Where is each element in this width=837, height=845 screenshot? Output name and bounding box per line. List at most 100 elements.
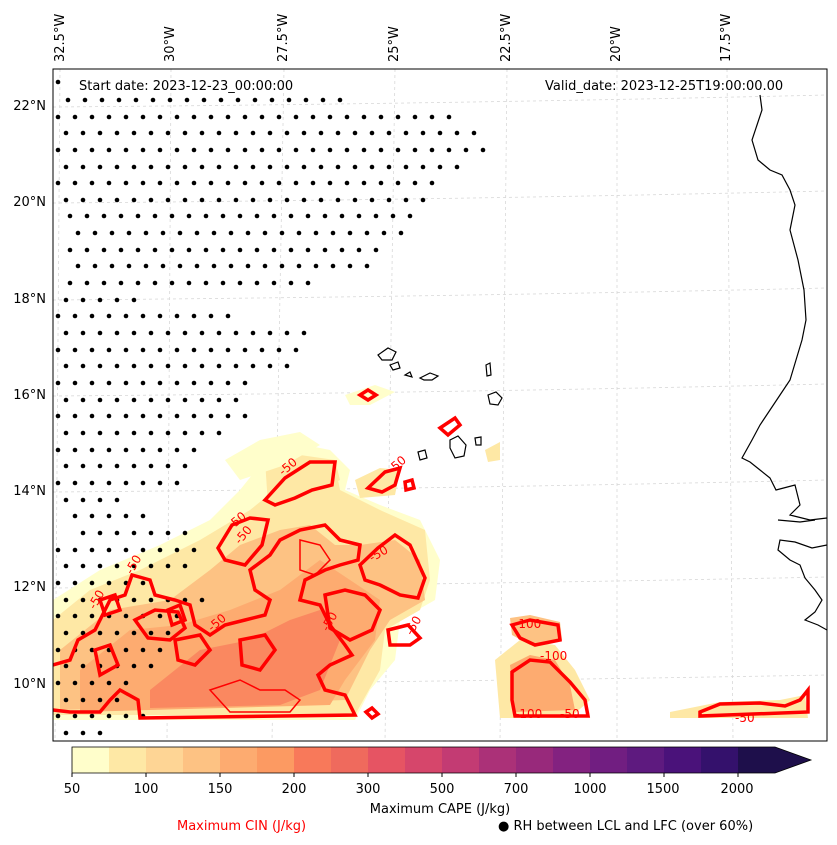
rh-dot	[165, 363, 171, 369]
rh-dot	[99, 97, 105, 103]
rh-dot	[330, 263, 336, 269]
rh-dot	[208, 180, 214, 186]
rh-dot	[106, 447, 112, 453]
rh-dot	[97, 697, 103, 703]
rh-dot	[131, 463, 137, 469]
rh-dot	[89, 347, 95, 353]
rh-dot	[373, 247, 379, 253]
cin-contour-n6	[437, 415, 463, 438]
lat-label: 14°N	[13, 484, 46, 499]
rh-dot	[114, 330, 120, 336]
rh-dot	[148, 197, 154, 203]
colorbar-swatch	[109, 747, 147, 773]
rh-dot	[157, 180, 163, 186]
rh-dot	[412, 147, 418, 153]
rh-dot	[148, 363, 154, 369]
rh-dot	[135, 280, 141, 286]
rh-dot	[303, 97, 309, 103]
rh-dot	[216, 330, 222, 336]
colorbar-swatch	[627, 747, 665, 773]
rh-dot	[276, 114, 282, 120]
rh-dot	[80, 730, 86, 736]
rh-dot	[174, 313, 180, 319]
colorbar-swatch	[405, 747, 443, 773]
rh-dot	[80, 363, 86, 369]
rh-dot	[157, 613, 163, 619]
rh-dot	[381, 230, 387, 236]
rh-dot	[157, 480, 163, 486]
rh-dot	[143, 230, 149, 236]
rh-dot	[67, 280, 73, 286]
rh-dot	[174, 547, 180, 553]
rh-dot	[157, 547, 163, 553]
rh-dot	[82, 97, 88, 103]
rh-dot	[225, 114, 231, 120]
rh-dot	[356, 213, 362, 219]
rh-dot	[191, 114, 197, 120]
colorbar-tick-label: 1500	[646, 782, 680, 797]
africa-coast-south	[777, 539, 827, 631]
rh-dot	[55, 79, 61, 85]
cin-contour-n5	[356, 387, 380, 403]
rh-dot	[80, 597, 86, 603]
rh-dot	[174, 480, 180, 486]
rh-dot	[301, 130, 307, 136]
rh-dot	[72, 347, 78, 353]
rh-dot	[143, 263, 149, 269]
lat-label: 20°N	[13, 195, 46, 210]
rh-dot	[288, 247, 294, 253]
rh-dot	[118, 213, 124, 219]
rh-dot	[89, 513, 95, 519]
rh-dot	[254, 280, 260, 286]
rh-dot	[271, 247, 277, 253]
rh-dot	[259, 114, 265, 120]
rh-dot	[114, 363, 120, 369]
rh-dot	[89, 713, 95, 719]
rh-dot	[148, 130, 154, 136]
rh-dot	[305, 213, 311, 219]
rh-dot	[101, 280, 107, 286]
rh-dot	[420, 197, 426, 203]
rh-dot	[361, 114, 367, 120]
rh-dot	[140, 580, 146, 586]
rh-dot	[114, 630, 120, 636]
rh-dot	[288, 280, 294, 286]
rh-dot	[320, 97, 326, 103]
rh-dot	[140, 447, 146, 453]
rh-marker-icon: ●	[498, 819, 510, 834]
colorbar-swatch	[701, 747, 739, 773]
rh-dot	[160, 230, 166, 236]
rh-dot	[480, 147, 486, 153]
colorbar-frame	[71, 746, 813, 774]
rh-dot	[216, 363, 222, 369]
rh-dot	[169, 213, 175, 219]
rh-dot	[165, 130, 171, 136]
rh-dot	[97, 297, 103, 303]
rh-dot	[75, 230, 81, 236]
rh-dot	[106, 313, 112, 319]
rh-dot	[140, 180, 146, 186]
rh-dot	[386, 130, 392, 136]
rh-dot	[165, 463, 171, 469]
rh-dot	[318, 197, 324, 203]
rh-dot	[378, 147, 384, 153]
lat-label: 10°N	[13, 677, 46, 692]
rh-dot	[148, 530, 154, 536]
rh-dot	[225, 347, 231, 353]
rh-dot	[123, 480, 129, 486]
cin-contours	[53, 387, 810, 721]
rh-dot	[80, 297, 86, 303]
rh-dot	[148, 164, 154, 170]
rh-dot	[313, 230, 319, 236]
rh-dot	[412, 114, 418, 120]
rh-dot	[72, 480, 78, 486]
rh-dot	[106, 114, 112, 120]
rh-dot	[279, 263, 285, 269]
rh-dot	[284, 130, 290, 136]
rh-dot	[347, 230, 353, 236]
colorbar-tick-label: 1000	[573, 782, 607, 797]
rh-dot	[114, 463, 120, 469]
rh-dot	[208, 114, 214, 120]
rh-dot	[97, 563, 103, 569]
